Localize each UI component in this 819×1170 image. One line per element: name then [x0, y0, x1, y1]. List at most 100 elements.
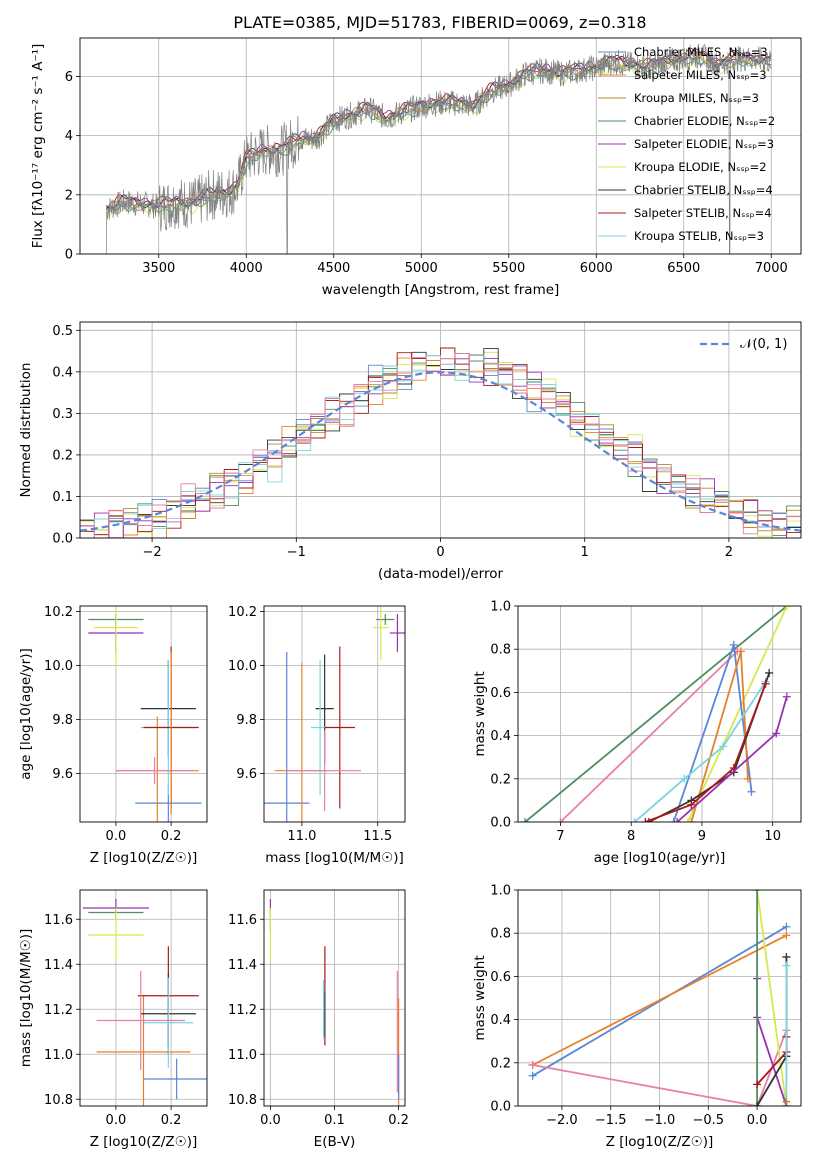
legend-label: Salpeter STELIB, Nₛₛₚ=4 — [634, 206, 772, 220]
weight-marker — [644, 818, 653, 822]
axes-frame — [79, 321, 802, 539]
x-tick-label: 4000 — [230, 261, 263, 276]
axes-frame — [263, 889, 406, 1107]
x-tick-label: 11.5 — [363, 829, 392, 844]
y-tick-label: 0.4 — [490, 1013, 511, 1028]
y-tick-label: 0.0 — [490, 1100, 511, 1115]
weight-line — [634, 681, 767, 822]
weight-marker — [782, 952, 791, 961]
y-tick-label: 10.2 — [44, 605, 73, 620]
weight-marker — [673, 818, 682, 822]
y-tick-label: 4 — [65, 129, 73, 144]
x-tick-label: −2.0 — [546, 1113, 578, 1128]
x-tick-label: 1 — [581, 545, 589, 560]
weight-marker — [782, 606, 791, 610]
y-tick-label: 11.6 — [44, 913, 73, 928]
weight-marker — [765, 668, 774, 677]
x-tick-label: 0.2 — [388, 1113, 409, 1128]
y-tick-label: 0.3 — [52, 407, 73, 422]
x-tick-label: 2 — [725, 545, 733, 560]
weight-marker — [747, 787, 756, 796]
panel-spectrum: 3500 4000 4500 5000 5500 6000 6500 7000 0 2 4 6 wave… — [30, 37, 802, 298]
weight-marker — [782, 961, 791, 970]
y-tick-label: 11.6 — [228, 913, 257, 928]
y-tick-label: 9.8 — [236, 713, 257, 728]
x-tick-label: −1 — [287, 545, 306, 560]
plot-area — [80, 38, 801, 254]
x-tick-label: 0.0 — [260, 1113, 281, 1128]
x-axis-label: Z [log10(Z/Z☉)] — [90, 850, 198, 866]
weight-line — [644, 683, 767, 822]
y-tick-label: 0.8 — [490, 927, 511, 942]
weight-marker — [736, 647, 745, 656]
legend-label: Salpeter MILES, Nₛₛₚ=3 — [634, 68, 767, 82]
plot-area — [80, 322, 801, 538]
y-tick-label: 0.2 — [490, 772, 511, 787]
x-tick-label: 4500 — [317, 261, 350, 276]
axes-frame — [79, 37, 802, 255]
x-tick-label: 0.1 — [324, 1113, 345, 1128]
panel-mass_vs_Z: 0.0 0.2 10.8 11.0 11.2 11.4 11.6 Z [log10(Z/Z☉)… — [18, 889, 208, 1150]
plot-area — [264, 606, 405, 822]
y-tick-label: 2 — [65, 188, 73, 203]
figure-title: PLATE=0385, MJD=51783, FIBERID=0069, z=0… — [233, 13, 646, 32]
y-tick-label: 0.0 — [52, 532, 73, 547]
panel-age_vs_mass: 11.0 11.5 9.6 9.8 10.0 10.2 mass [log10(M/M☉)] — [228, 605, 406, 866]
panel-weight_vs_Z: −2.0 −1.5 −1.0 −0.5 0.0 0.0 0.2 0.4 0.6 0.8 1.0 Z [… — [472, 884, 802, 1150]
panel-residuals: −2 −1 0 1 2 0.0 0.1 0.2 0.3 0.4 0.5 (data-model)/er… — [18, 321, 802, 582]
x-axis-label: Z [log10(Z/Z☉)] — [90, 1134, 198, 1150]
legend-label: Kroupa STELIB, Nₛₛₚ=3 — [634, 229, 764, 243]
axes-frame — [79, 889, 208, 1107]
weight-marker — [782, 922, 791, 931]
x-axis-label: wavelength [Angstrom, rest frame] — [322, 282, 560, 298]
y-tick-label: 11.2 — [228, 1003, 257, 1018]
x-tick-label: 3500 — [142, 261, 175, 276]
y-tick-label: 10.2 — [228, 605, 257, 620]
y-tick-label: 11.4 — [44, 958, 73, 973]
y-tick-label: 0.2 — [490, 1056, 511, 1071]
x-tick-label: 11.0 — [287, 829, 316, 844]
x-axis-label: Z [log10(Z/Z☉)] — [606, 1134, 714, 1150]
weight-marker — [687, 800, 696, 809]
weight-marker — [687, 818, 696, 822]
y-axis-label: age [log10(age/yr)] — [18, 648, 34, 780]
x-tick-label: 0.2 — [161, 829, 182, 844]
x-tick-label: 6500 — [667, 261, 700, 276]
weight-marker — [683, 818, 692, 822]
axes-frame — [263, 605, 406, 823]
x-tick-label: 7000 — [755, 261, 788, 276]
x-tick-label: 0.2 — [161, 1113, 182, 1128]
x-axis-label: E(B-V) — [314, 1134, 356, 1150]
x-tick-label: −1.5 — [595, 1113, 627, 1128]
weight-marker — [782, 931, 791, 940]
y-tick-label: 0.2 — [52, 448, 73, 463]
legend-label: Chabrier ELODIE, Nₛₛₚ=2 — [634, 114, 775, 128]
y-axis-label: mass weight — [472, 671, 488, 756]
y-tick-label: 0.8 — [490, 643, 511, 658]
y-axis-label: Flux [fλ10⁻¹⁷ erg cm⁻² s⁻¹ A⁻¹] — [30, 44, 46, 249]
axes-frame — [79, 605, 208, 823]
y-tick-label: 11.2 — [44, 1003, 73, 1018]
observed-spectrum-line — [105, 43, 772, 254]
y-tick-label: 10.8 — [228, 1093, 257, 1108]
weight-marker — [521, 818, 530, 822]
x-tick-label: 8 — [627, 829, 635, 844]
y-tick-label: 10.8 — [44, 1093, 73, 1108]
y-tick-label: 0.1 — [52, 490, 73, 505]
y-tick-label: 9.6 — [52, 767, 73, 782]
y-tick-label: 10.0 — [228, 659, 257, 674]
weight-line — [532, 1030, 788, 1106]
weight-line — [524, 606, 788, 822]
weight-marker — [556, 818, 565, 822]
weight-marker — [761, 679, 770, 688]
weight-marker — [729, 640, 738, 649]
plot-area — [80, 606, 207, 822]
y-axis-label: Normed distribution — [18, 363, 34, 498]
y-tick-label: 9.8 — [52, 713, 73, 728]
weight-line — [532, 925, 787, 1077]
weight-line — [686, 606, 788, 822]
x-axis-label: (data-model)/error — [378, 566, 504, 582]
weight-marker — [528, 1060, 537, 1069]
x-tick-label: −1.0 — [644, 1113, 676, 1128]
